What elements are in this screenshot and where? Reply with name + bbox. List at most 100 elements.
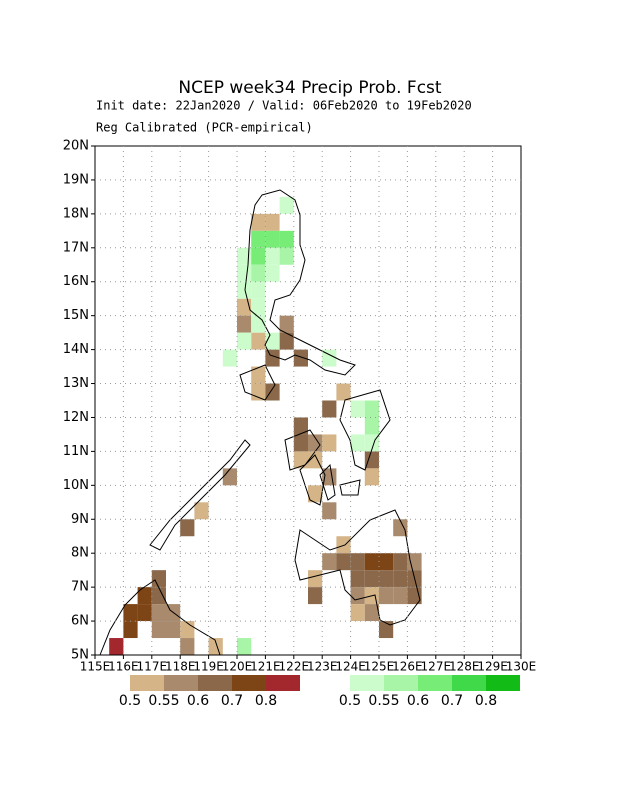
wet-cell [251, 230, 266, 248]
dry-cell [293, 417, 308, 435]
dry-cell [350, 553, 365, 571]
legend-label: 0.6 [407, 693, 429, 709]
dry-cell [137, 587, 152, 605]
dry-cell [123, 604, 138, 622]
y-tick-label: 11N [63, 444, 89, 459]
wet-cell [251, 315, 266, 333]
dry-cell [364, 604, 379, 622]
dry-cell [279, 315, 294, 333]
dry-cell [393, 553, 408, 571]
x-tick-label: 116E [108, 660, 139, 674]
dry-cell [336, 383, 351, 401]
dry-cell [151, 604, 166, 622]
wet-cell [237, 638, 252, 655]
x-tick-label: 126E [392, 660, 423, 674]
dry-cell [251, 332, 266, 350]
dry-cell [393, 570, 408, 588]
y-tick-label: 9N [71, 512, 89, 527]
legend-swatch [164, 675, 198, 691]
legend-swatch [266, 675, 300, 691]
wet-cell [350, 434, 365, 452]
legend-label: 0.5 [119, 693, 141, 709]
y-tick-label: 10N [63, 478, 89, 493]
dry-cell [109, 638, 124, 655]
legend-label: 0.55 [148, 693, 179, 709]
x-tick-label: 129E [477, 660, 508, 674]
y-tick-label: 13N [63, 376, 89, 391]
y-tick-label: 20N [63, 139, 89, 154]
wet-cell [237, 332, 252, 350]
legend-label: 0.7 [441, 693, 463, 709]
dry-cell [265, 349, 280, 367]
legend-swatch [384, 675, 418, 691]
wet-cell [222, 349, 237, 367]
dry-cell [322, 400, 337, 418]
legend-swatch [198, 675, 232, 691]
wet-cell [251, 298, 266, 316]
y-tick-label: 8N [71, 546, 89, 561]
wet-cell [322, 349, 337, 367]
wet-cell [251, 264, 266, 282]
wet-cell [237, 281, 252, 299]
wet-cell [265, 230, 280, 248]
dry-cell [322, 434, 337, 452]
dry-cell [151, 570, 166, 588]
subtitle: Init date: 22Jan2020 / Valid: 06Feb2020 … [96, 99, 472, 113]
dry-cell [350, 604, 365, 622]
dry-cell [151, 621, 166, 639]
x-tick-label: 130E [506, 660, 537, 674]
legend-swatch [452, 675, 486, 691]
dry-cell [379, 570, 394, 588]
legend-swatch [486, 675, 520, 691]
dry-cell [393, 587, 408, 605]
dry-cell [180, 519, 195, 537]
dry-cell [322, 553, 337, 571]
dry-cell [237, 298, 252, 316]
x-tick-label: 123E [307, 660, 338, 674]
legend-swatch [130, 675, 164, 691]
wet-cell [279, 230, 294, 248]
dry-cell [364, 468, 379, 486]
dry-cell [364, 451, 379, 469]
dry-cell [293, 349, 308, 367]
dry-cell [308, 570, 323, 588]
y-tick-label: 6N [71, 614, 89, 629]
x-tick-label: 127E [421, 660, 452, 674]
dry-cell [123, 621, 138, 639]
wet-cell [251, 247, 266, 265]
plot-frame [94, 145, 522, 656]
dry-cell [407, 553, 422, 571]
dry-cell [364, 553, 379, 571]
x-tick-label: 124E [335, 660, 366, 674]
legend-label: 0.5 [339, 693, 361, 709]
y-tick-label: 16N [63, 274, 89, 289]
legend-swatch [232, 675, 266, 691]
dry-cell [379, 587, 394, 605]
dry-cell [336, 553, 351, 571]
y-tick-label: 12N [63, 410, 89, 425]
dry-cell [265, 213, 280, 231]
dry-cell [279, 332, 294, 350]
dry-cell [293, 434, 308, 452]
dry-cell [407, 587, 422, 605]
y-tick-label: 19N [63, 172, 89, 187]
legend-label: 0.8 [475, 693, 497, 709]
wet-cell [251, 281, 266, 299]
legend-label: 0.7 [221, 693, 243, 709]
wet-cell [265, 332, 280, 350]
x-tick-label: 128E [449, 660, 480, 674]
dry-cell [293, 451, 308, 469]
dry-cell [322, 502, 337, 520]
dry-cell [265, 383, 280, 401]
dry-cell [308, 587, 323, 605]
y-tick-label: 5N [71, 648, 89, 663]
wet-cell [364, 417, 379, 435]
dry-cell [166, 621, 181, 639]
x-tick-label: 120E [222, 660, 253, 674]
dry-cell [350, 570, 365, 588]
y-tick-label: 18N [63, 206, 89, 221]
dry-cell [379, 553, 394, 571]
dry-cell [237, 315, 252, 333]
legend-swatch [350, 675, 384, 691]
